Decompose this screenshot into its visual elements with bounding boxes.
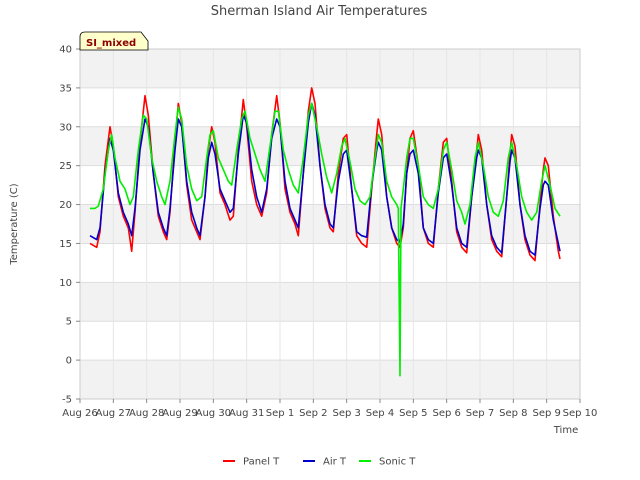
legend: Panel T Air T Sonic T bbox=[223, 457, 416, 468]
x-tick-label: Sep 10 bbox=[563, 408, 598, 419]
x-tick-label: Sep 7 bbox=[466, 408, 494, 419]
chart-title: Sherman Island Air Temperatures bbox=[211, 4, 428, 19]
y-tick-label: 0 bbox=[66, 356, 72, 367]
background-bands bbox=[80, 49, 580, 399]
background-band bbox=[80, 126, 580, 166]
legend-label-panel-t: Panel T bbox=[243, 457, 280, 468]
x-tick-label: Aug 29 bbox=[162, 408, 197, 419]
plot-area bbox=[79, 48, 581, 400]
y-tick-label: 35 bbox=[59, 83, 72, 94]
x-tick-label: Sep 8 bbox=[499, 408, 527, 419]
y-axis: -5 0 5 10 15 20 25 30 35 40 bbox=[59, 45, 80, 406]
site-label-box: SI_mixed bbox=[79, 31, 149, 51]
x-tick-label: Sep 5 bbox=[399, 408, 427, 419]
y-tick-label: 40 bbox=[59, 45, 72, 56]
y-tick-label: -5 bbox=[62, 395, 72, 406]
series-line-sonic-t bbox=[90, 102, 561, 377]
x-tick-label: Aug 28 bbox=[129, 408, 164, 419]
y-tick-label: 30 bbox=[59, 122, 72, 133]
site-label: SI_mixed bbox=[86, 38, 136, 49]
y-tick-label: 20 bbox=[59, 200, 72, 211]
background-band bbox=[80, 360, 580, 399]
x-tick-label: Sep 6 bbox=[432, 408, 460, 419]
series-line-air-t bbox=[89, 102, 561, 256]
y-tick-label: 15 bbox=[59, 239, 72, 250]
y-axis-label: Temperature (C) bbox=[9, 183, 20, 265]
x-tick-label: Aug 27 bbox=[96, 408, 131, 419]
y-tick-label: 5 bbox=[66, 317, 72, 328]
x-tick-label: Sep 3 bbox=[332, 408, 360, 419]
background-band bbox=[80, 282, 580, 322]
x-tick-label: Aug 30 bbox=[196, 408, 231, 419]
x-tick-label: Sep 9 bbox=[532, 408, 560, 419]
legend-label-air-t: Air T bbox=[323, 457, 347, 468]
series-layer bbox=[89, 87, 561, 377]
legend-label-sonic-t: Sonic T bbox=[379, 457, 416, 468]
x-axis-label: Time bbox=[553, 425, 578, 436]
x-tick-label: Aug 26 bbox=[62, 408, 97, 419]
background-band bbox=[80, 49, 580, 88]
y-tick-label: 10 bbox=[59, 278, 72, 289]
y-tick-label: 25 bbox=[59, 161, 72, 172]
x-tick-label: Sep 1 bbox=[266, 408, 294, 419]
x-tick-label: Sep 2 bbox=[299, 408, 327, 419]
x-tick-label: Aug 31 bbox=[229, 408, 264, 419]
x-tick-label: Sep 4 bbox=[366, 408, 394, 419]
